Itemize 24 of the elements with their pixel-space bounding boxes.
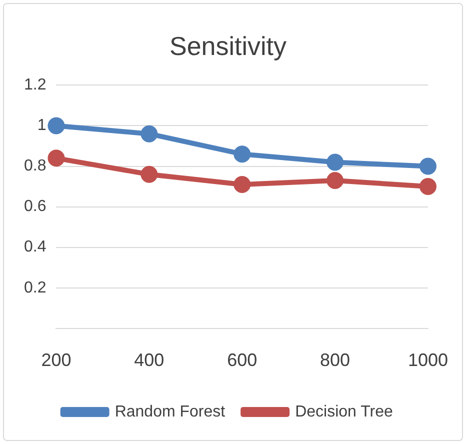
x-tick-label: 400: [134, 350, 164, 370]
legend-label: Decision Tree: [295, 403, 393, 420]
y-tick-label: 1.2: [24, 76, 46, 94]
point: [140, 166, 158, 183]
x-tick-label: 200: [41, 350, 72, 370]
point: [326, 154, 344, 171]
y-tick-label: 0.8: [24, 158, 46, 175]
point: [326, 172, 344, 189]
x-tick-label: 800: [320, 350, 350, 370]
point: [234, 146, 251, 163]
legend-label: Random Forest: [114, 403, 226, 420]
point: [48, 150, 65, 167]
point: [140, 125, 158, 142]
point: [419, 158, 436, 175]
point: [419, 178, 436, 196]
chart-title: Sensitivity: [169, 30, 287, 61]
point: [48, 117, 65, 134]
point: [234, 176, 251, 194]
y-tick-label: 0.2: [24, 279, 46, 296]
y-tick-label: 0.4: [24, 238, 46, 256]
x-tick-label: 1000: [408, 350, 448, 370]
y-tick-label: 0.6: [24, 198, 46, 216]
y-tick-label: 1: [37, 117, 46, 134]
x-tick-label: 600: [227, 350, 258, 370]
